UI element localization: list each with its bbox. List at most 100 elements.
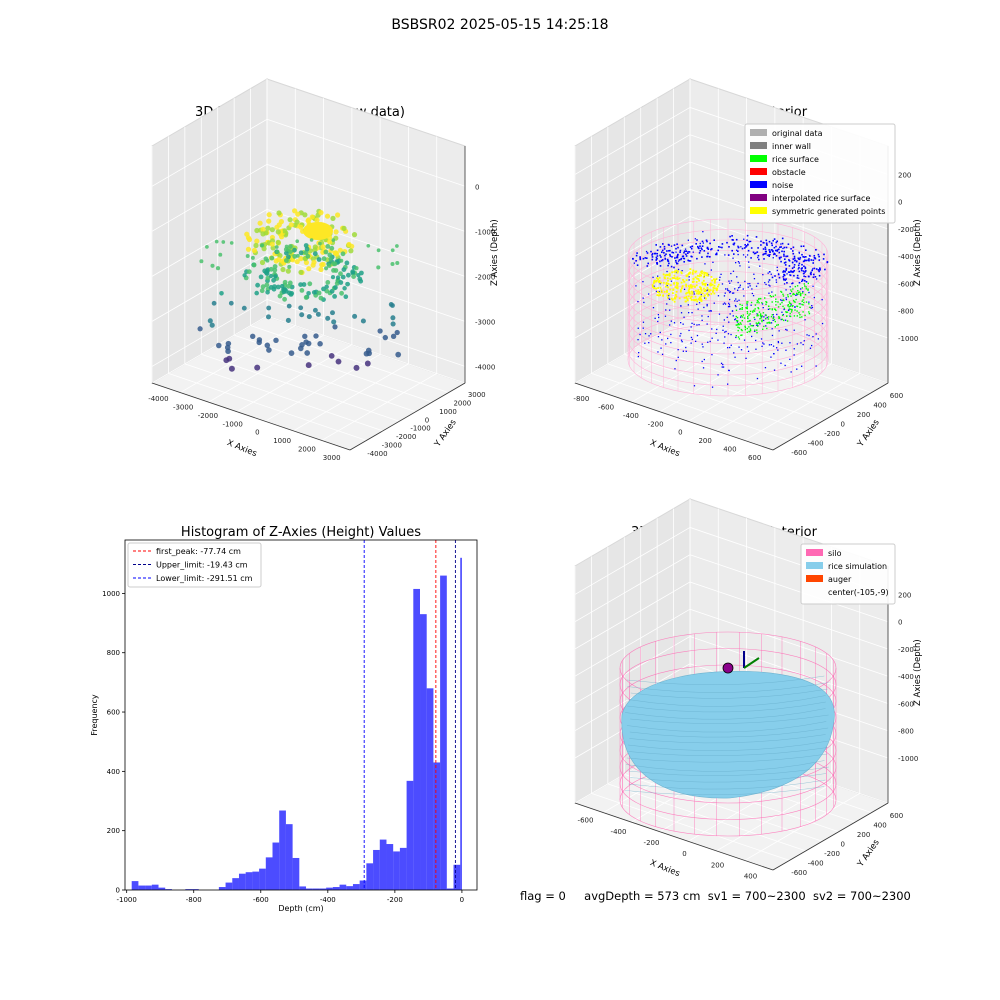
noise-point <box>698 302 701 304</box>
noise-point <box>723 295 726 297</box>
scatter-point <box>269 227 275 233</box>
noise-point <box>817 253 820 256</box>
symmetric-point <box>701 283 704 285</box>
histogram-bar <box>440 575 447 890</box>
rice-surface-point <box>785 311 788 314</box>
scatter-point <box>346 241 352 248</box>
scatter-point <box>254 364 261 371</box>
z-tick-label: 200 <box>898 591 911 599</box>
grid-line <box>624 773 823 842</box>
noise-point <box>738 299 740 301</box>
symmetric-point <box>695 270 698 273</box>
rice-surface-point <box>796 285 799 287</box>
rice-surface-point <box>786 315 788 317</box>
noise-point <box>791 282 794 284</box>
rice-surface-point <box>781 301 783 304</box>
y-axis-label: Y Axies <box>432 417 459 449</box>
noise-point <box>677 246 679 249</box>
noise-point <box>768 240 771 243</box>
histogram-bar <box>446 888 454 890</box>
noise-point <box>675 251 677 253</box>
noise-point <box>755 236 758 238</box>
scatter-point <box>324 284 329 290</box>
noise-point <box>781 237 784 240</box>
symmetric-point <box>698 279 700 282</box>
scatter-point <box>301 282 307 287</box>
noise-point <box>805 259 808 262</box>
symmetric-point <box>686 299 689 302</box>
noise-point <box>728 280 730 282</box>
rice-surface-point <box>742 314 744 316</box>
noise-point <box>746 254 749 256</box>
histogram-bar <box>346 886 353 890</box>
rice-surface-point <box>775 309 777 312</box>
symmetric-point <box>676 283 679 286</box>
noise-point <box>780 318 782 321</box>
noise-point <box>732 270 735 272</box>
noise-point <box>717 374 719 376</box>
grid-line <box>184 363 383 432</box>
histogram-bar <box>332 887 340 890</box>
symmetric-point <box>652 285 654 288</box>
symmetric-point <box>674 297 677 300</box>
rice-surface-point <box>741 304 743 306</box>
rice-surface-point <box>789 312 791 315</box>
noise-point <box>803 256 805 258</box>
noise-point <box>642 257 645 260</box>
noise-point <box>780 256 782 259</box>
symmetric-point <box>670 297 673 300</box>
scatter-point <box>305 362 312 369</box>
noise-point <box>659 260 661 263</box>
scatter-point <box>317 341 323 347</box>
symmetric-point <box>691 292 694 295</box>
rice-surface-point <box>736 324 739 326</box>
noise-point <box>743 339 746 341</box>
rice-surface-point <box>740 328 743 331</box>
noise-point <box>742 254 745 256</box>
noise-point <box>646 257 648 259</box>
scatter-point <box>323 249 329 255</box>
noise-point <box>650 250 652 253</box>
noise-point <box>782 314 784 316</box>
rice-surface-point <box>735 315 737 318</box>
noise-point <box>774 253 776 255</box>
symmetric-point <box>712 290 714 293</box>
scatter-point <box>335 358 342 365</box>
noise-point <box>648 335 650 337</box>
rice-surface-point <box>804 314 806 317</box>
noise-point <box>734 318 737 320</box>
rice-surface-point <box>747 315 749 318</box>
scatter-point <box>388 302 394 307</box>
symmetric-point <box>683 296 686 299</box>
noise-point <box>678 259 681 261</box>
symmetric-point <box>689 297 692 300</box>
legend-label: obstacle <box>772 168 806 177</box>
scatter-point <box>353 364 360 371</box>
scatter-point <box>265 225 271 231</box>
symmetric-point <box>659 286 662 289</box>
x-tick-label: -3000 <box>173 404 193 412</box>
rice-mesh-line <box>626 753 828 763</box>
rice-surface-point <box>739 308 742 310</box>
rice-surface-point <box>798 312 800 314</box>
noise-point <box>705 239 708 242</box>
z-tick-label: -600 <box>898 280 914 288</box>
scatter-point <box>268 285 274 290</box>
noise-point <box>821 322 824 325</box>
noise-point <box>763 319 765 322</box>
noise-point <box>747 283 749 285</box>
histogram-bar <box>386 844 394 890</box>
rice-surface-point <box>735 320 738 322</box>
noise-point <box>685 253 687 256</box>
noise-point <box>772 257 774 259</box>
scatter-point <box>277 293 283 299</box>
noise-point <box>706 246 709 249</box>
raw-scatter-panel: 3D Plot of Silo Interior(row data)-4000-… <box>148 78 500 462</box>
noise-point <box>667 259 669 262</box>
noise-point <box>699 245 701 247</box>
noise-point <box>813 267 816 270</box>
noise-point <box>762 253 764 256</box>
x-tick-label: 2000 <box>298 445 316 453</box>
scatter-point <box>284 250 289 256</box>
rice-mesh-line <box>630 688 828 699</box>
